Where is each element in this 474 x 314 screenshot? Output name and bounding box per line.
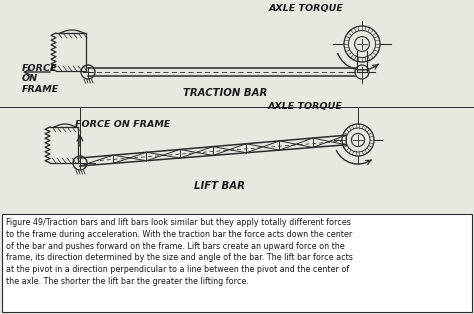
- Text: TRACTION BAR: TRACTION BAR: [183, 88, 267, 98]
- Text: FORCE ON FRAME: FORCE ON FRAME: [75, 120, 170, 129]
- Text: FORCE
ON
FRAME: FORCE ON FRAME: [22, 64, 59, 94]
- Text: Figure 49/Traction bars and lift bars look similar but they apply totally differ: Figure 49/Traction bars and lift bars lo…: [6, 218, 353, 286]
- Text: AXLE TORQUE: AXLE TORQUE: [268, 102, 343, 111]
- Text: LIFT BAR: LIFT BAR: [193, 181, 245, 191]
- Text: AXLE TORQUE: AXLE TORQUE: [269, 4, 344, 13]
- FancyBboxPatch shape: [2, 214, 472, 312]
